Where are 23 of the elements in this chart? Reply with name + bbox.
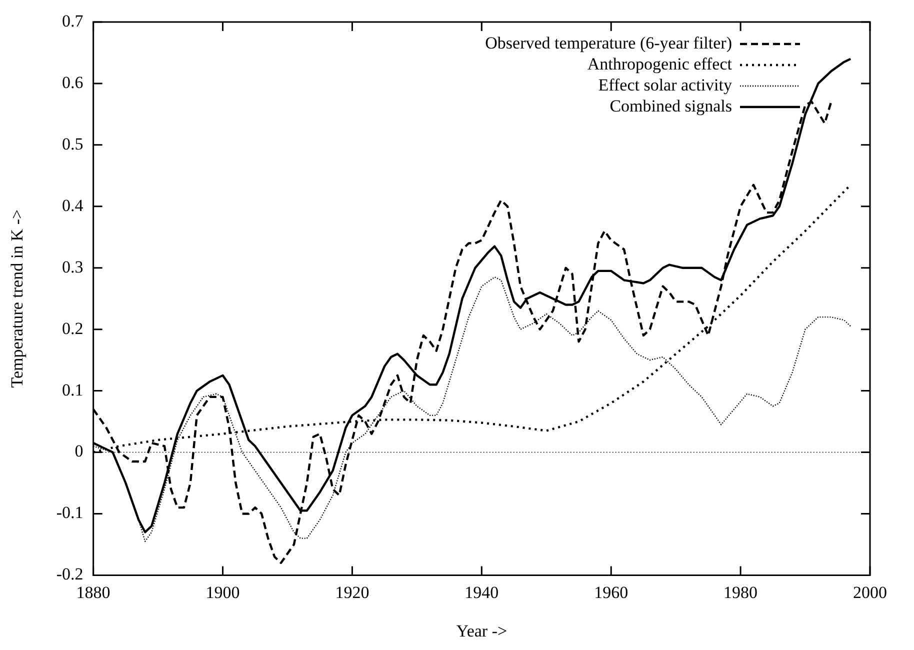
x-tick-label: 1940 [464, 582, 499, 602]
y-tick-label: -0.1 [56, 503, 84, 522]
y-tick-label: 0.1 [62, 380, 84, 400]
legend-label: Combined signals [610, 96, 732, 116]
legend-label: Anthropogenic effect [587, 54, 732, 74]
y-tick-label: 0.5 [62, 134, 84, 154]
legend-label: Observed temperature (6-year filter) [485, 33, 732, 52]
x-tick-label: 1880 [76, 582, 110, 602]
y-tick-label: 0.7 [62, 11, 84, 30]
y-tick-label: 0 [74, 442, 84, 461]
x-axis-title: Year -> [456, 621, 508, 640]
y-tick-label: 0.4 [62, 196, 84, 215]
x-tick-label: 1920 [335, 582, 370, 602]
x-tick-label: 2000 [853, 582, 887, 602]
y-tick-label: 0.3 [62, 257, 84, 276]
x-tick-label: 1960 [594, 582, 628, 602]
x-tick-label: 1980 [724, 582, 758, 602]
y-tick-label: -0.2 [56, 564, 84, 584]
y-axis-title: Temperature trend in K -> [8, 209, 27, 388]
legend-label: Effect solar activity [598, 75, 732, 94]
x-tick-label: 1900 [206, 582, 240, 602]
y-tick-label: 0.6 [62, 72, 84, 92]
y-tick-label: 0.2 [62, 318, 84, 338]
